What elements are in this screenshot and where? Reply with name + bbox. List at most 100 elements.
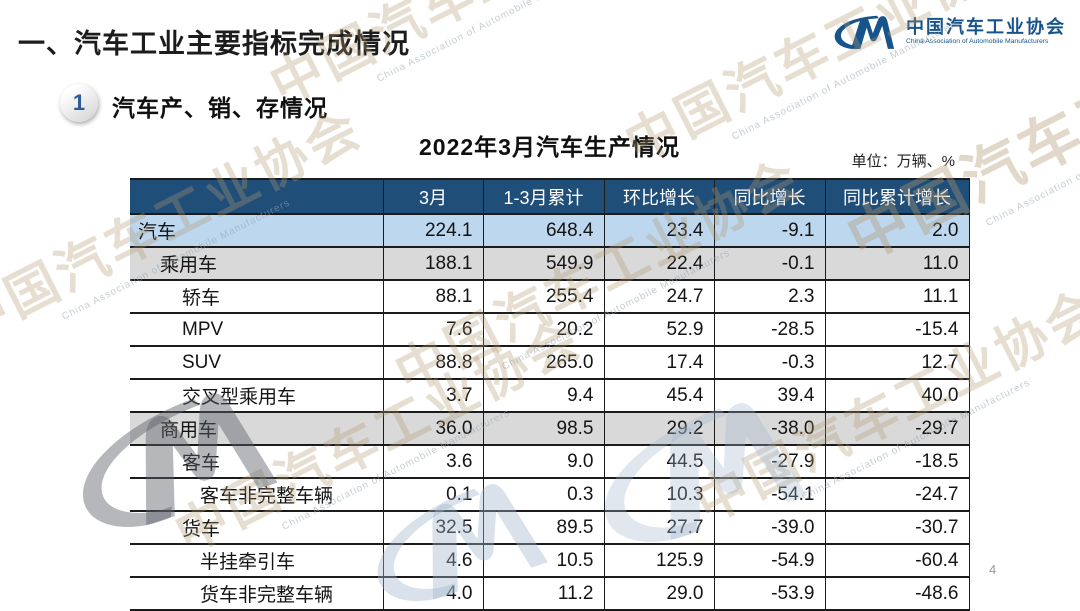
row-label: 货车 — [130, 510, 384, 545]
cell-value: 22.4 — [603, 246, 715, 281]
table-row: SUV 88.8 265.0 17.4 -0.3 12.7 — [130, 345, 970, 380]
cell-value: -18.5 — [824, 444, 970, 479]
section-number-badge: 1 — [60, 84, 98, 122]
row-label: 轿车 — [130, 279, 384, 314]
cell-value: -28.5 — [713, 312, 826, 347]
page-number: 4 — [989, 562, 997, 577]
cell-value: 224.1 — [382, 213, 484, 248]
column-header: 3月 — [382, 178, 484, 215]
cell-value: 89.5 — [482, 510, 605, 545]
cell-value: 2.0 — [824, 213, 970, 248]
column-header: 环比增长 — [603, 178, 715, 215]
row-label: 商用车 — [130, 411, 384, 446]
cell-value: 98.5 — [482, 411, 605, 446]
table-row: 客车 3.6 9.0 44.5 -27.9 -18.5 — [130, 444, 970, 479]
cell-value: 11.1 — [824, 279, 970, 314]
caam-logo: 中国汽车工业协会 China Association of Automobile… — [823, 12, 1066, 52]
cell-value: 29.0 — [603, 576, 715, 611]
cell-value: -24.7 — [824, 477, 970, 512]
section-title: 汽车产、销、存情况 — [112, 95, 328, 121]
table-title: 2022年3月汽车生产情况 — [419, 134, 680, 160]
cell-value: 52.9 — [603, 312, 715, 347]
table-row: 轿车 88.1 255.4 24.7 2.3 11.1 — [130, 279, 970, 314]
cell-value: 36.0 — [382, 411, 484, 446]
cell-value: 32.5 — [382, 510, 484, 545]
table-row: 货车非完整车辆 4.0 11.2 29.0 -53.9 -48.6 — [130, 576, 970, 611]
column-header: 同比累计增长 — [824, 178, 970, 215]
cell-value: 45.4 — [603, 378, 715, 413]
table-row: MPV 7.6 20.2 52.9 -28.5 -15.4 — [130, 312, 970, 347]
cell-value: -39.0 — [713, 510, 826, 545]
caam-logo-text: 中国汽车工业协会 China Association of Automobile… — [906, 17, 1066, 46]
table-row: 半挂牵引车 4.6 10.5 125.9 -54.9 -60.4 — [130, 543, 970, 578]
cell-value: -54.9 — [713, 543, 826, 578]
cell-value: 17.4 — [603, 345, 715, 380]
row-label: 汽车 — [130, 213, 384, 248]
table-row: 商用车 36.0 98.5 29.2 -38.0 -29.7 — [130, 411, 970, 446]
section-number: 1 — [72, 90, 86, 115]
cell-value: 10.3 — [603, 477, 715, 512]
cell-value: 0.1 — [382, 477, 484, 512]
row-label: 货车非完整车辆 — [130, 576, 384, 611]
table-row: 汽车 224.1 648.4 23.4 -9.1 2.0 — [130, 213, 970, 248]
cell-value: 24.7 — [603, 279, 715, 314]
row-label: 交叉型乘用车 — [130, 378, 384, 413]
page-title: 一、汽车工业主要指标完成情况 — [18, 29, 410, 59]
cell-value: -48.6 — [824, 576, 970, 611]
cell-value: -60.4 — [824, 543, 970, 578]
row-label: SUV — [130, 345, 384, 380]
cell-value: 88.8 — [382, 345, 484, 380]
table-header-row: 3月 1-3月累计 环比增长 同比增长 同比累计增长 — [130, 178, 970, 215]
cell-value: 0.3 — [482, 477, 605, 512]
logo-name-cn: 中国汽车工业协会 — [906, 17, 1066, 38]
cell-value: 9.0 — [482, 444, 605, 479]
cell-value: -9.1 — [713, 213, 826, 248]
table-row: 乘用车 188.1 549.9 22.4 -0.1 11.0 — [130, 246, 970, 281]
cell-value: 11.2 — [482, 576, 605, 611]
cell-value: -30.7 — [824, 510, 970, 545]
cell-value: -29.7 — [824, 411, 970, 446]
cell-value: 20.2 — [482, 312, 605, 347]
column-header: 1-3月累计 — [482, 178, 605, 215]
cell-value: 3.7 — [382, 378, 484, 413]
cell-value: 29.2 — [603, 411, 715, 446]
cell-value: 12.7 — [824, 345, 970, 380]
unit-label: 单位：万辆、% — [851, 153, 955, 170]
cell-value: -53.9 — [713, 576, 826, 611]
cell-value: 11.0 — [824, 246, 970, 281]
cell-value: 4.0 — [382, 576, 484, 611]
caam-logo-mark-icon — [834, 15, 895, 50]
cell-value: 125.9 — [603, 543, 715, 578]
row-label: 客车 — [130, 444, 384, 479]
logo-name-en: China Association of Automobile Manufact… — [906, 38, 1049, 46]
cell-value: 23.4 — [603, 213, 715, 248]
table-row: 交叉型乘用车 3.7 9.4 45.4 39.4 40.0 — [130, 378, 970, 413]
cell-value: 9.4 — [482, 378, 605, 413]
table-row: 客车非完整车辆 0.1 0.3 10.3 -54.1 -24.7 — [130, 477, 970, 512]
cell-value: 7.6 — [382, 312, 484, 347]
cell-value: 44.5 — [603, 444, 715, 479]
row-label: MPV — [130, 312, 384, 347]
cell-value: 27.7 — [603, 510, 715, 545]
production-table: 3月 1-3月累计 环比增长 同比增长 同比累计增长 汽车 224.1 648.4 23.4-… — [130, 178, 970, 611]
column-header: 同比增长 — [713, 178, 826, 215]
cell-value: -0.3 — [713, 345, 826, 380]
row-label: 半挂牵引车 — [130, 543, 384, 578]
cell-value: 39.4 — [713, 378, 826, 413]
cell-value: 265.0 — [482, 345, 605, 380]
cell-value: 648.4 — [482, 213, 605, 248]
row-label: 客车非完整车辆 — [130, 477, 384, 512]
cell-value: 40.0 — [824, 378, 970, 413]
cell-value: -27.9 — [713, 444, 826, 479]
table-row: 货车 32.5 89.5 27.7 -39.0 -30.7 — [130, 510, 970, 545]
cell-value: -54.1 — [713, 477, 826, 512]
cell-value: 4.6 — [382, 543, 484, 578]
cell-value: 88.1 — [382, 279, 484, 314]
row-label: 乘用车 — [130, 246, 384, 281]
cell-value: 549.9 — [482, 246, 605, 281]
cell-value: 188.1 — [382, 246, 484, 281]
production-table-body: 汽车 224.1 648.4 23.4 -9.1 2.0 乘用车 188.1 549.9 22.4… — [130, 213, 970, 611]
cell-value: -0.1 — [713, 246, 826, 281]
cell-value: 3.6 — [382, 444, 484, 479]
cell-value: -15.4 — [824, 312, 970, 347]
